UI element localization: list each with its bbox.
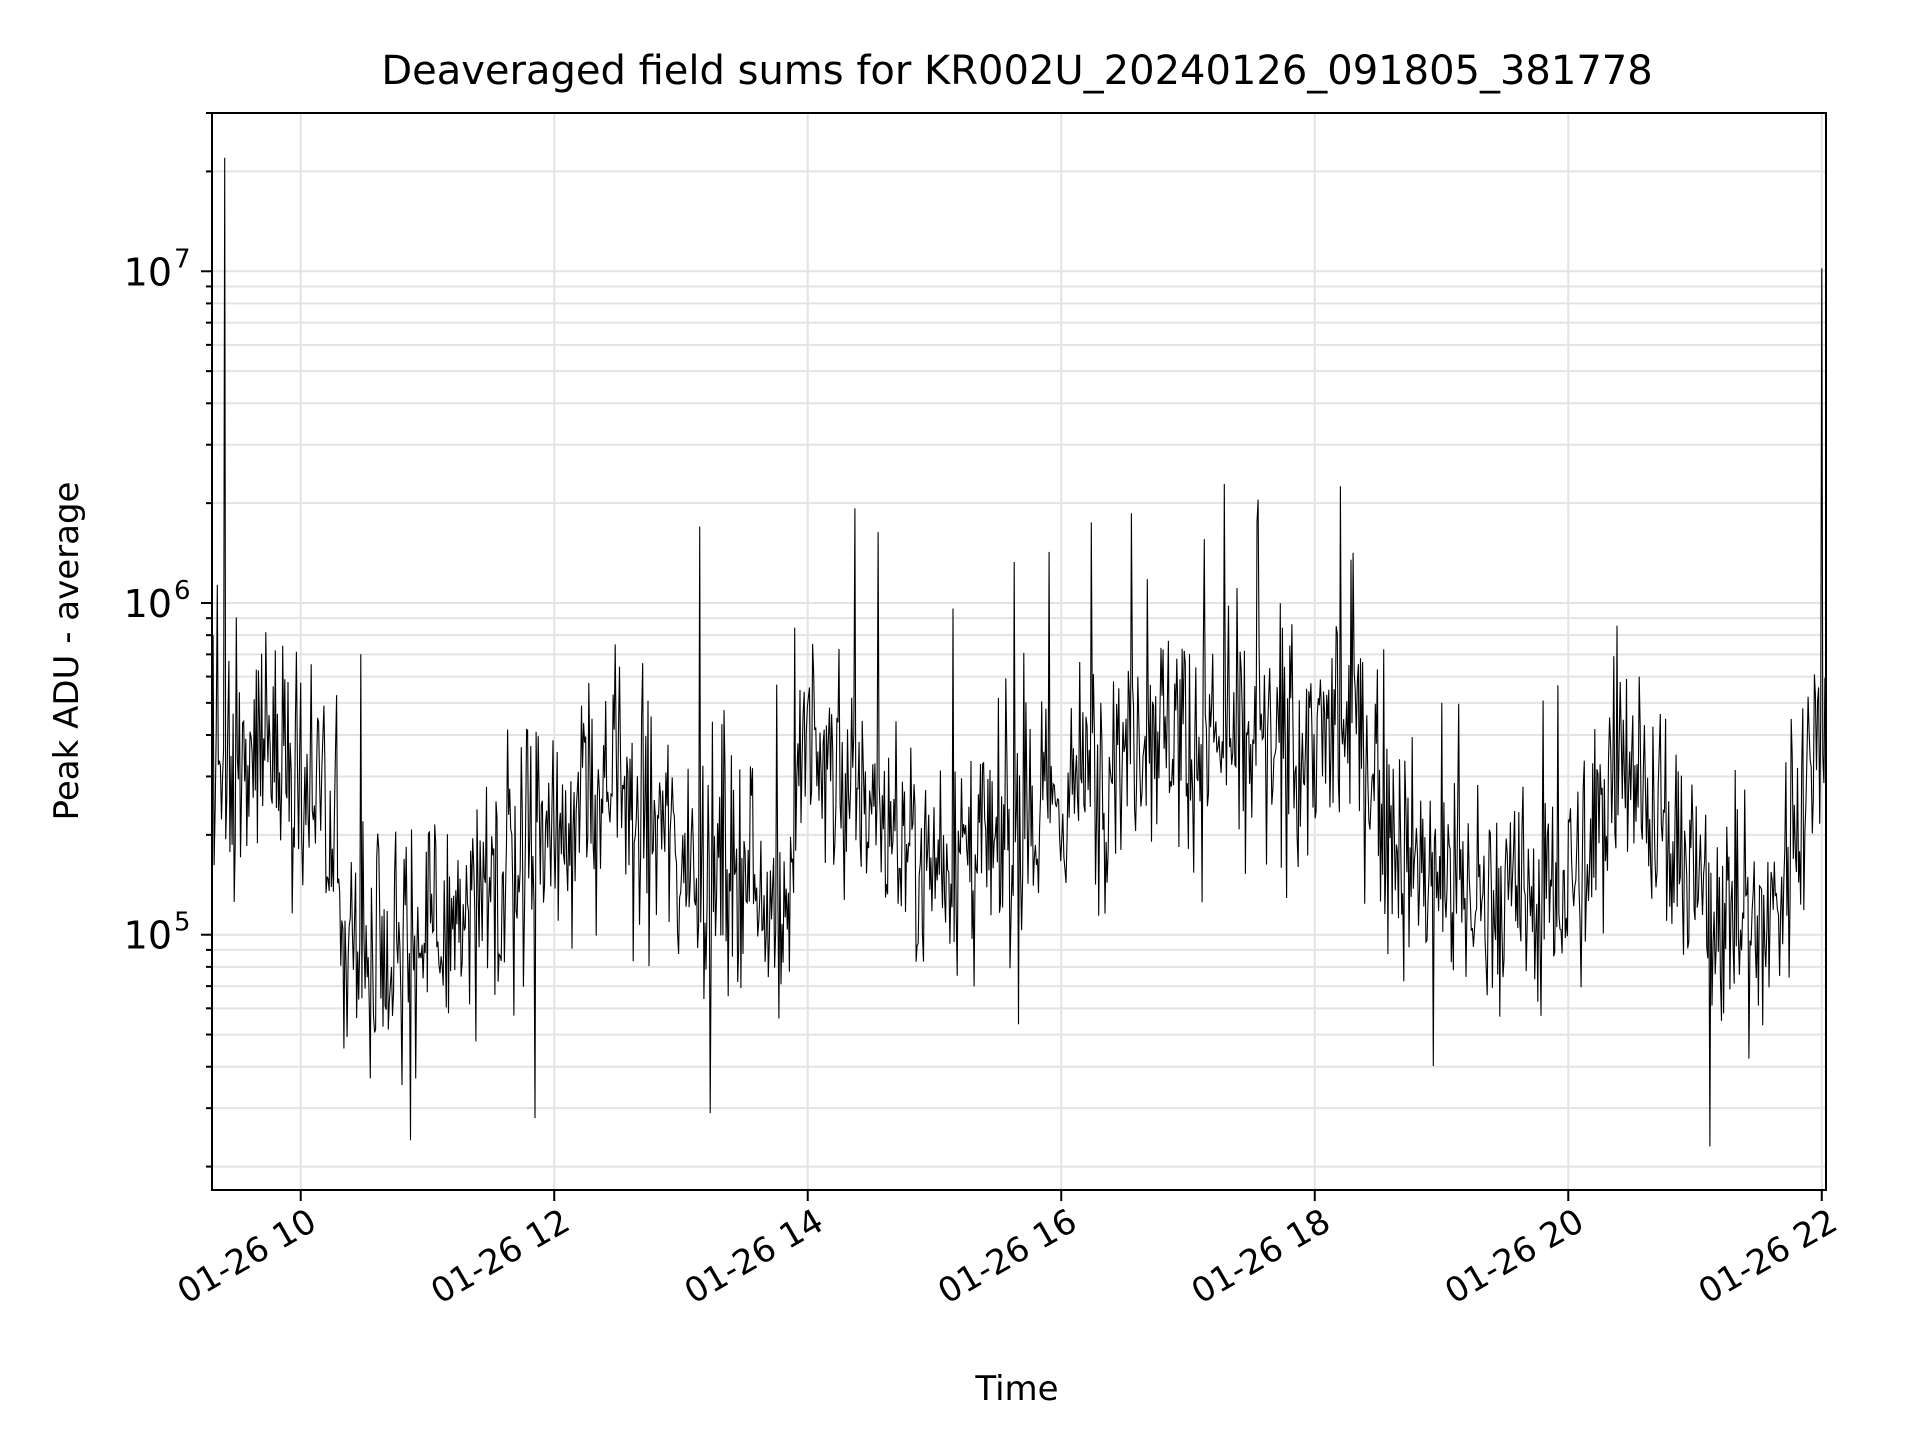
y-tick-label-exponent: 6	[174, 576, 191, 606]
x-tick-label: 01-26 22	[1692, 1201, 1844, 1312]
grid	[212, 112, 1826, 1190]
y-tick-label: 10	[124, 582, 172, 626]
plot-frame	[211, 112, 1827, 1191]
chart-title: Deaveraged field sums for KR002U_2024012…	[381, 48, 1652, 94]
x-tick-label: 01-26 16	[931, 1201, 1083, 1312]
y-tick-label: 10	[124, 914, 172, 958]
x-tick-label: 01-26 14	[678, 1201, 830, 1312]
x-tick-label: 01-26 10	[171, 1201, 323, 1312]
x-tick-label: 01-26 12	[424, 1201, 576, 1312]
x-tick-label: 01-26 18	[1185, 1201, 1337, 1312]
series-line	[211, 157, 1827, 1147]
y-axis-label: Peak ADU - average	[47, 482, 87, 821]
x-axis-label: Time	[974, 1369, 1058, 1409]
y-tick-label-exponent: 5	[174, 908, 191, 938]
y-tick-label: 10	[124, 250, 172, 294]
x-tick-label: 01-26 20	[1438, 1201, 1590, 1312]
y-tick-label-exponent: 7	[174, 244, 191, 274]
